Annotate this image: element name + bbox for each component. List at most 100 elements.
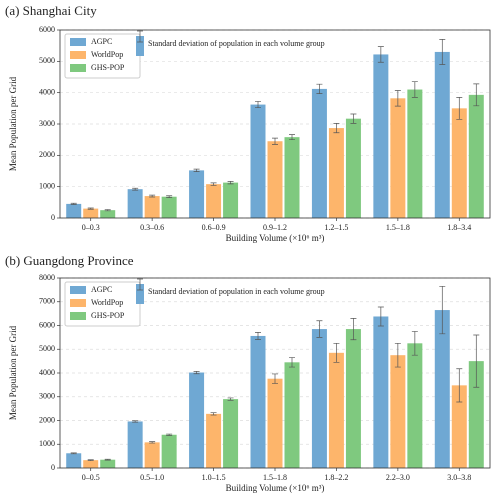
error-bar	[411, 81, 418, 98]
bar	[66, 453, 82, 468]
error-bar	[210, 182, 217, 186]
bar	[267, 378, 283, 468]
y-tick-label: 0	[51, 463, 55, 472]
y-tick-label: 2000	[39, 150, 55, 159]
y-tick-label: 2000	[39, 415, 55, 424]
bar	[100, 210, 116, 218]
error-bar	[227, 397, 234, 401]
bar	[407, 89, 423, 219]
error-bar	[87, 459, 94, 461]
y-axis-label: Mean Population per Grid	[8, 325, 18, 420]
bar	[250, 104, 266, 218]
x-axis-label: Building Volume (×10⁶ m³)	[226, 483, 325, 493]
y-tick-label: 1000	[39, 439, 55, 448]
error-bar	[70, 202, 77, 205]
bar	[311, 329, 327, 468]
error-bar	[255, 101, 261, 109]
bar	[345, 118, 361, 218]
x-tick-label: 0–0.5	[82, 473, 100, 482]
bar	[161, 434, 177, 468]
annotation: Standard deviation of population in each…	[148, 39, 325, 48]
chart-title: (a) Shanghai City	[5, 3, 97, 18]
y-tick-label: 5000	[39, 56, 55, 65]
error-bar	[439, 285, 446, 335]
bar	[328, 352, 344, 468]
plot-frame	[59, 277, 491, 469]
y-tick-label: 4000	[39, 87, 55, 96]
error-bar	[289, 134, 295, 141]
error-bar	[473, 83, 480, 107]
error-bar	[316, 320, 323, 338]
annotation-icon-error	[137, 278, 143, 291]
x-tick-label: 1.2–1.5	[324, 223, 348, 232]
bar	[373, 316, 389, 468]
bar	[434, 310, 450, 468]
legend-label: GHS-POP	[91, 63, 125, 72]
error-bar	[70, 452, 77, 455]
error-bar	[377, 46, 384, 63]
bar	[284, 362, 300, 468]
bar	[373, 54, 389, 218]
bar	[223, 182, 239, 218]
error-bar	[394, 90, 401, 107]
legend-swatch	[70, 64, 86, 72]
error-bar	[272, 137, 278, 145]
y-axis-label: Mean Population per Grid	[8, 76, 18, 171]
bar	[144, 442, 160, 468]
bar	[206, 184, 222, 218]
bar	[206, 413, 222, 468]
error-bar	[272, 373, 278, 384]
legend-label: WorldPop	[91, 298, 123, 307]
error-bar	[104, 458, 111, 461]
error-bar	[350, 113, 357, 124]
x-tick-label: 0.3–0.6	[140, 223, 164, 232]
annotation-icon	[136, 36, 144, 56]
error-bar	[149, 441, 156, 444]
error-bar	[193, 370, 200, 375]
legend-swatch	[70, 312, 86, 320]
error-bar	[166, 433, 173, 436]
y-tick-label: 5000	[39, 344, 55, 353]
bar	[284, 137, 300, 218]
bar	[451, 385, 467, 468]
legend-swatch	[70, 51, 86, 59]
y-tick-label: 1000	[39, 181, 55, 190]
error-bar	[149, 194, 156, 198]
bar	[328, 128, 344, 218]
bar	[223, 399, 239, 468]
x-tick-label: 0–0.3	[82, 223, 100, 232]
error-bar	[193, 168, 200, 172]
x-tick-label: 1.8–2.2	[324, 473, 348, 482]
legend-label: AGPC	[91, 285, 112, 294]
error-bar	[411, 331, 418, 356]
chart-title: (b) Guangdong Province	[5, 253, 134, 268]
bar	[66, 203, 82, 218]
annotation-icon	[136, 284, 144, 304]
bar	[468, 94, 484, 218]
error-bar	[210, 412, 217, 416]
error-bar	[104, 209, 111, 212]
bar	[144, 196, 160, 218]
bar	[267, 141, 283, 218]
y-tick-label: 6000	[39, 320, 55, 329]
legend-label: WorldPop	[91, 50, 123, 59]
y-tick-label: 7000	[39, 297, 55, 306]
plot-frame	[59, 29, 491, 219]
error-bar	[289, 357, 295, 368]
x-tick-label: 0.9–1.2	[263, 223, 287, 232]
bar	[100, 459, 116, 468]
error-bar	[377, 306, 384, 327]
legend-label: AGPC	[91, 37, 112, 46]
error-bar	[333, 123, 340, 134]
legend-swatch	[70, 286, 86, 294]
x-tick-label: 3.0–3.8	[447, 473, 471, 482]
x-axis-label: Building Volume (×10⁶ m³)	[226, 233, 325, 243]
bar	[189, 170, 205, 218]
bar	[434, 51, 450, 218]
legend-label: GHS-POP	[91, 311, 125, 320]
bar	[468, 361, 484, 468]
legend-swatch	[70, 299, 86, 307]
annotation-icon-error	[137, 30, 143, 43]
bar	[311, 88, 327, 218]
error-bar	[132, 420, 139, 423]
